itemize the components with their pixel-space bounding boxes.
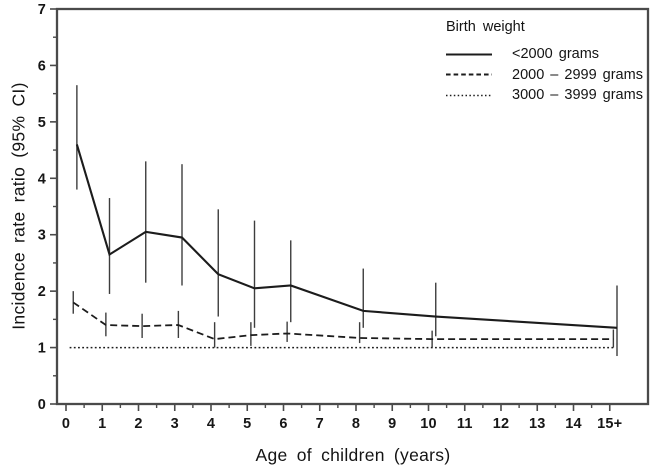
x-axis-title: Age of children (years)	[255, 445, 451, 465]
legend-label: 2000 – 2999 grams	[512, 66, 643, 83]
y-tick-label: 4	[38, 171, 46, 187]
x-tick-label: 7	[316, 416, 324, 432]
legend-entry: 3000 – 3999 grams	[446, 85, 643, 106]
x-tick-label: 13	[529, 416, 546, 432]
legend-title: Birth weight	[446, 19, 525, 35]
x-axis: 0 1 2 3 4 5 6 7 8 9 10 11 12 13 14 15+	[62, 404, 622, 432]
x-tick-label: 6	[279, 416, 287, 432]
y-tick-label: 3	[38, 228, 46, 244]
solid-line-swatch-icon	[446, 53, 492, 56]
x-tick-label: 2	[134, 416, 142, 432]
dashed-line-swatch-icon	[446, 73, 492, 76]
x-tick-label: 0	[62, 416, 70, 432]
series-line-0	[75, 144, 618, 329]
y-tick-label: 0	[38, 397, 46, 413]
x-tick-label: 11	[457, 416, 473, 432]
y-tick-label: 5	[38, 115, 46, 131]
y-axis: 0 1 2 3 4 5 6 7	[38, 2, 57, 413]
x-tick-label: 14	[565, 416, 582, 432]
y-tick-label: 7	[38, 2, 46, 18]
x-tick-label: 8	[352, 416, 360, 432]
x-tick-label: 15+	[597, 416, 622, 432]
x-tick-label: 12	[493, 416, 510, 432]
y-tick-label: 1	[38, 341, 46, 357]
y-axis-title: Incidence rate ratio (95% CI)	[8, 82, 29, 330]
x-tick-label: 10	[420, 416, 437, 432]
legend-entry: <2000 grams	[446, 44, 643, 65]
x-tick-label: 5	[243, 416, 251, 432]
y-tick-label: 2	[38, 284, 46, 300]
x-tick-label: 3	[171, 416, 179, 432]
y-tick-label: 6	[38, 58, 46, 74]
series-line-1	[72, 301, 614, 341]
legend-label: 3000 – 3999 grams	[512, 87, 643, 104]
legend: Birth weight <2000 grams 2000 – 2999 gra…	[446, 19, 643, 106]
x-tick-label: 1	[98, 416, 106, 432]
legend-entry: 2000 – 2999 grams	[446, 65, 643, 86]
legend-label: <2000 grams	[512, 46, 600, 63]
x-tick-label: 9	[388, 416, 396, 432]
x-tick-label: 4	[207, 416, 215, 432]
dotted-line-swatch-icon	[446, 94, 492, 97]
error-bars-series-1	[72, 291, 615, 348]
error-bars-series-0	[76, 85, 618, 357]
